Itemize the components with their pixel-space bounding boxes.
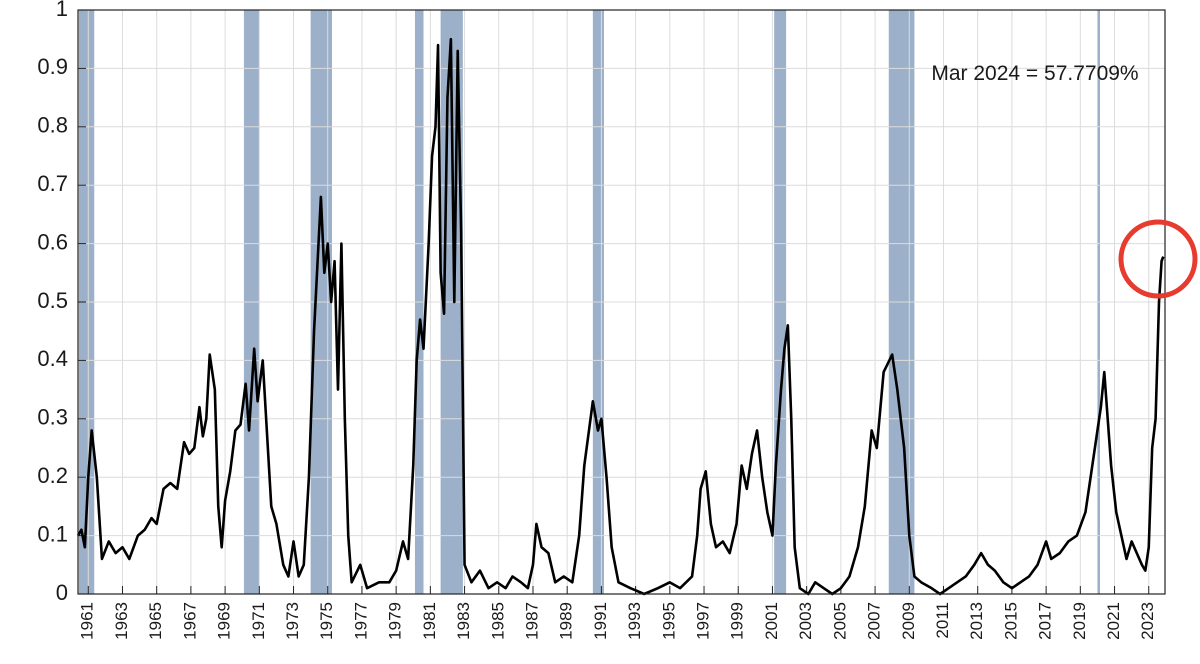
y-tick-label: 0.6 — [37, 229, 68, 254]
x-tick-label: 1981 — [420, 602, 439, 640]
x-tick-label: 1977 — [351, 602, 370, 640]
label-layer: 0 0.1 0.2 0.3 0.4 0.5 0.6 0.7 0.8 0.9 1 1961 1963 196… — [37, 0, 1157, 640]
x-tick-label: 1997 — [694, 602, 713, 640]
y-tick-label: 0.3 — [37, 405, 68, 430]
x-tick-label: 1993 — [625, 602, 644, 640]
x-tick-label: 1973 — [283, 602, 302, 640]
x-tick-label: 1995 — [659, 602, 678, 640]
x-tick-label: 1975 — [317, 602, 336, 640]
x-tick-label: 2013 — [967, 602, 986, 640]
y-tick-label: 0.4 — [37, 346, 68, 371]
x-tick-label: 2001 — [762, 602, 781, 640]
x-tick-label: 1989 — [557, 602, 576, 640]
x-tick-label: 1987 — [522, 602, 541, 640]
x-tick-label: 2017 — [1036, 602, 1055, 640]
y-tick-label: 0.9 — [37, 54, 68, 79]
y-tick-label: 0 — [56, 580, 68, 605]
y-tick-label: 0.7 — [37, 171, 68, 196]
annotation: Mar 2024 = 57.7709% — [931, 62, 1138, 85]
x-tick-label: 1963 — [112, 602, 131, 640]
data-line — [76, 37, 1165, 596]
x-tick-label: 1969 — [215, 602, 234, 640]
x-tick-label: 1985 — [488, 602, 507, 640]
x-tick-label: 2019 — [1070, 602, 1089, 640]
x-tick-label: 1991 — [591, 602, 610, 640]
x-tick-label: 2015 — [1001, 602, 1020, 640]
x-tick-label: 2009 — [899, 602, 918, 640]
line-layer — [76, 37, 1165, 596]
y-tick-label: 0.1 — [37, 521, 68, 546]
x-tick-label: 2021 — [1104, 602, 1123, 640]
grid-layer — [78, 9, 1165, 595]
y-tick-label: 0.5 — [37, 288, 68, 313]
x-tick-label: 2007 — [865, 602, 884, 640]
x-tick-label: 1965 — [146, 602, 165, 640]
x-tick-label: 1983 — [454, 602, 473, 640]
highlight-circle — [1118, 219, 1198, 299]
x-tick-label: 2011 — [933, 602, 952, 639]
x-tick-label: 1999 — [728, 602, 747, 640]
y-tick-label: 1 — [56, 0, 68, 21]
x-tick-label: 1961 — [78, 602, 97, 640]
x-tick-label: 1967 — [180, 602, 199, 640]
y-tick-label: 0.8 — [37, 113, 68, 138]
x-tick-label: 1971 — [249, 602, 268, 640]
x-tick-label: 2003 — [796, 602, 815, 640]
x-tick-label: 2005 — [830, 602, 849, 640]
y-tick-label: 0.2 — [37, 463, 68, 488]
x-tick-label: 1979 — [386, 602, 405, 640]
x-tick-label: 2023 — [1138, 602, 1157, 640]
plot-frame — [77, 9, 1166, 595]
